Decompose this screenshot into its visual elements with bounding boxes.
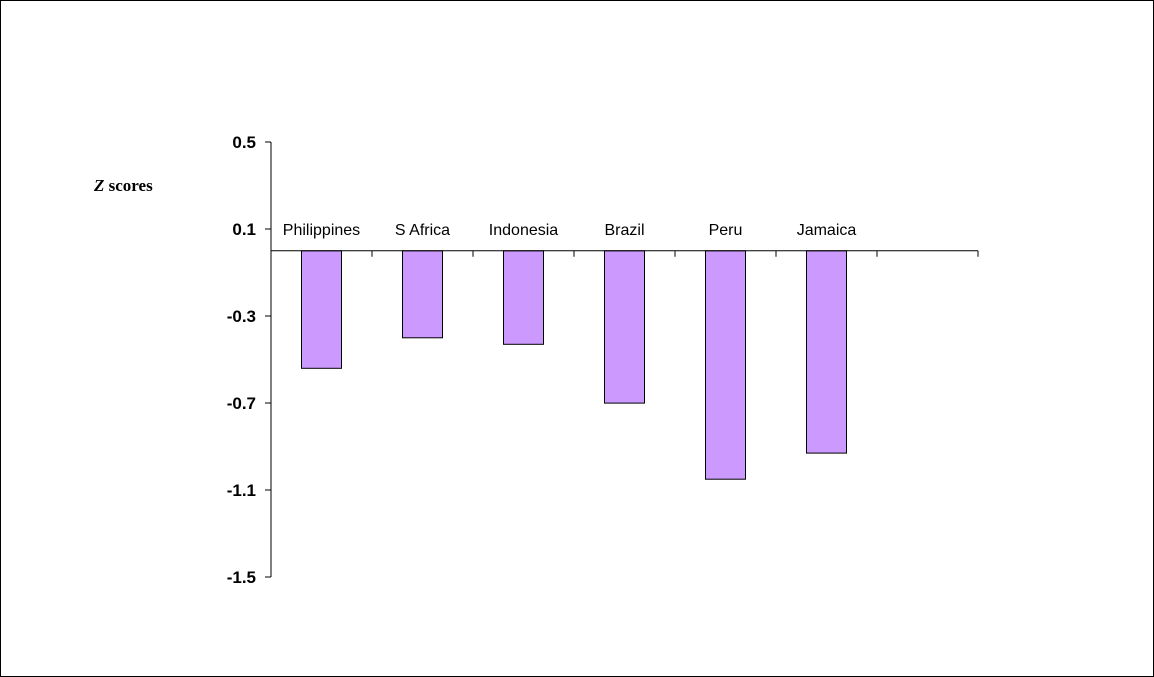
axes-layer bbox=[265, 141, 979, 578]
bars-layer bbox=[301, 250, 847, 480]
x-tick-label: S Africa bbox=[395, 222, 450, 239]
labels-layer: Philippines S Africa Indonesia Brazil Peru Ja… bbox=[227, 133, 857, 587]
y-tick-label: 0.1 bbox=[232, 220, 256, 239]
x-tick-label: Philippines bbox=[283, 222, 360, 239]
x-tick-label: Jamaica bbox=[797, 222, 857, 239]
y-axis-label-text: scores bbox=[104, 176, 153, 195]
bar bbox=[503, 250, 544, 345]
y-axis-label-variable: Z bbox=[93, 176, 104, 195]
x-tick-label: Peru bbox=[709, 222, 743, 239]
y-tick-label: -0.3 bbox=[227, 307, 256, 326]
y-tick-label: 0.5 bbox=[232, 133, 256, 152]
x-tick-label: Brazil bbox=[604, 222, 644, 239]
y-tick-label: -1.5 bbox=[227, 568, 256, 587]
bar bbox=[806, 250, 847, 454]
bar bbox=[402, 250, 443, 339]
x-tick-label: Indonesia bbox=[489, 222, 558, 239]
bar bbox=[604, 250, 645, 404]
bar bbox=[705, 250, 746, 480]
y-tick-label: -0.7 bbox=[227, 394, 256, 413]
bar bbox=[301, 250, 342, 369]
y-tick-label: -1.1 bbox=[227, 481, 256, 500]
y-axis-label: Z scores bbox=[93, 176, 153, 195]
